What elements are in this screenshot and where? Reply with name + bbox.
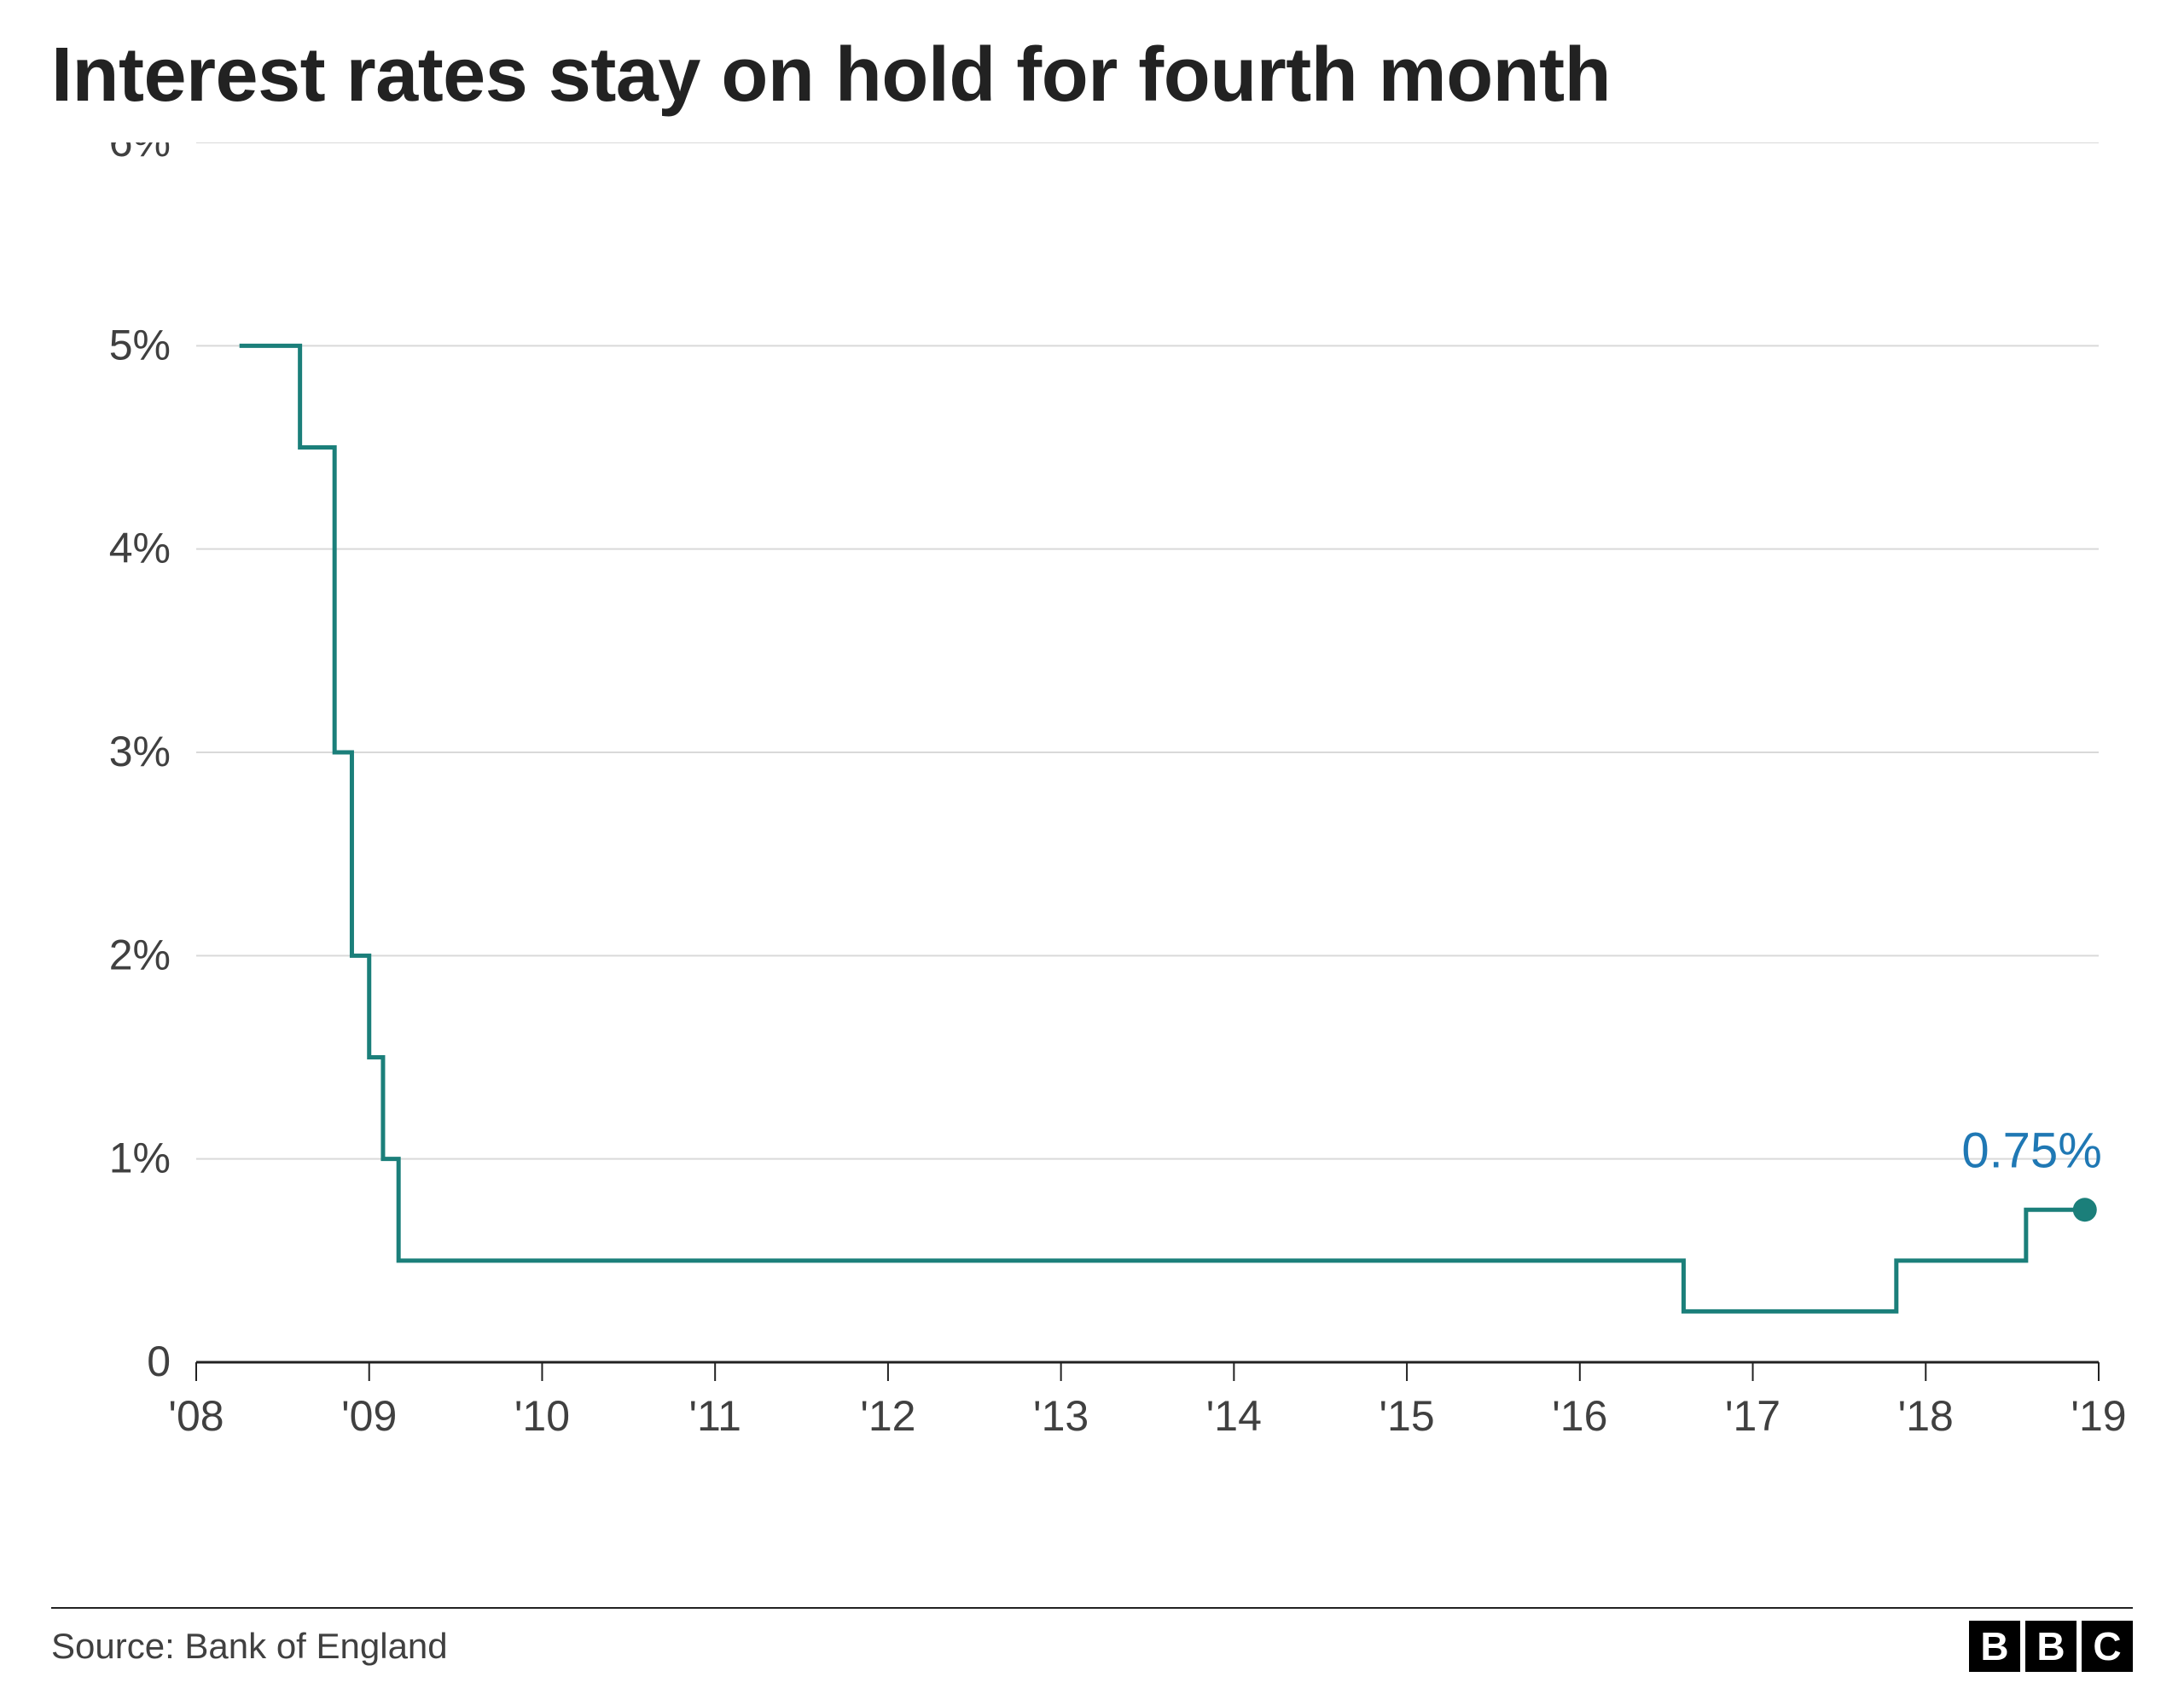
svg-text:'08: '08 xyxy=(168,1392,224,1440)
end-point-label: 0.75% xyxy=(1961,1123,2101,1178)
svg-text:'15: '15 xyxy=(1380,1392,1435,1440)
source-label: Source: Bank of England xyxy=(51,1626,448,1667)
y-axis-labels: 0 1% 2% 3% 4% 5% 6% xyxy=(109,142,171,1385)
chart-footer: Source: Bank of England B B C xyxy=(51,1607,2133,1672)
svg-text:'09: '09 xyxy=(341,1392,397,1440)
chart-area: 0 1% 2% 3% 4% 5% 6% '08 '09 '10 '11 '12 '13 '14 '15 '16… xyxy=(51,142,2133,1473)
svg-text:'11: '11 xyxy=(688,1392,741,1440)
svg-text:4%: 4% xyxy=(109,525,171,572)
gridlines xyxy=(196,142,2099,1159)
chart-title: Interest rates stay on hold for fourth m… xyxy=(51,34,2133,117)
bbc-logo: B B C xyxy=(1969,1621,2133,1672)
bbc-logo-letter: B xyxy=(1969,1621,2020,1672)
line-chart-svg: 0 1% 2% 3% 4% 5% 6% '08 '09 '10 '11 '12 '13 '14 '15 '16… xyxy=(51,142,2133,1473)
svg-text:'18: '18 xyxy=(1898,1392,1954,1440)
svg-text:'16: '16 xyxy=(1552,1392,1607,1440)
svg-text:'12: '12 xyxy=(860,1392,915,1440)
svg-text:'14: '14 xyxy=(1206,1392,1262,1440)
svg-text:6%: 6% xyxy=(109,142,171,165)
chart-container: Interest rates stay on hold for fourth m… xyxy=(0,0,2184,1706)
svg-text:'10: '10 xyxy=(514,1392,570,1440)
svg-text:'17: '17 xyxy=(1725,1392,1780,1440)
svg-text:2%: 2% xyxy=(109,931,171,979)
bbc-logo-letter: B xyxy=(2025,1621,2077,1672)
bbc-logo-letter: C xyxy=(2082,1621,2133,1672)
rate-line xyxy=(240,346,2085,1312)
svg-text:1%: 1% xyxy=(109,1134,171,1182)
svg-text:'13: '13 xyxy=(1033,1392,1089,1440)
svg-text:3%: 3% xyxy=(109,728,171,775)
x-axis-labels: '08 '09 '10 '11 '12 '13 '14 '15 '16 '17 '18 '19 xyxy=(168,1362,2126,1440)
svg-text:5%: 5% xyxy=(109,322,171,369)
end-point-marker xyxy=(2073,1198,2097,1221)
svg-text:0: 0 xyxy=(147,1338,171,1385)
svg-text:'19: '19 xyxy=(2071,1392,2126,1440)
